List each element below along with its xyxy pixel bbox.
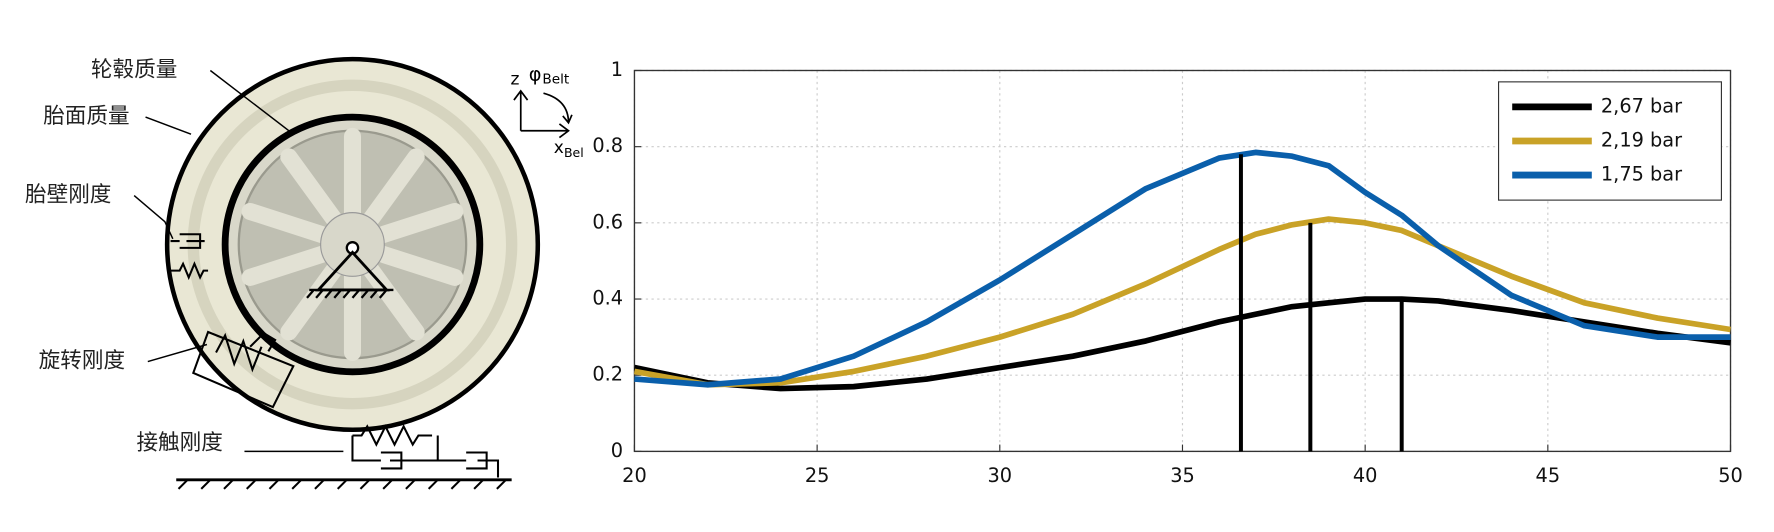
x-tick-label: 30 xyxy=(988,464,1013,487)
legend-label: 1,75 bar xyxy=(1601,163,1682,186)
contact-stiffness-label: 接触刚度 xyxy=(136,430,222,455)
legend-label: 2,19 bar xyxy=(1601,128,1682,151)
hub-mass-label: 轮毂质量 xyxy=(91,57,177,82)
leader-lines xyxy=(133,69,344,453)
legend: 2,67 bar 2,19 bar 1,75 bar xyxy=(1497,81,1722,201)
x-axis-label: x xyxy=(554,138,564,158)
figure-content: 轮毂质量 胎面质量 胎壁刚度 旋转刚度 接触刚度 z φ Belt x Bel … xyxy=(25,56,1743,490)
phi-label: φ xyxy=(529,63,542,86)
springs xyxy=(170,233,512,490)
plot-frame xyxy=(633,69,1732,453)
coordinate-axes xyxy=(513,89,573,139)
x-tick-label: 50 xyxy=(1718,464,1743,487)
sidewall-stiffness-label: 胎壁刚度 xyxy=(25,183,111,208)
rotational-stiffness-label: 旋转刚度 xyxy=(39,349,125,374)
y-tick-label: 0 xyxy=(611,439,623,462)
x-tick-label: 25 xyxy=(805,464,830,487)
phi-subscript: Belt xyxy=(542,72,570,88)
tread-mass-label: 胎面质量 xyxy=(43,104,129,129)
x-tick-label: 45 xyxy=(1536,464,1561,487)
y-tick-label: 0.8 xyxy=(592,134,623,157)
support-hatch xyxy=(306,288,394,299)
tread-shade xyxy=(187,79,518,410)
y-tick-label: 1 xyxy=(611,58,623,81)
y-tick-label: 0.2 xyxy=(592,363,623,386)
x-tick-label: 40 xyxy=(1353,464,1378,487)
x-tick-label: 20 xyxy=(622,464,647,487)
series-line xyxy=(634,149,1731,388)
legend-label: 2,67 bar xyxy=(1601,94,1682,117)
y-tick-label: 0.4 xyxy=(592,287,623,310)
tire-diagram: 轮毂质量 胎面质量 胎壁刚度 旋转刚度 接触刚度 z φ Belt x Bel xyxy=(25,56,584,490)
z-axis-label: z xyxy=(511,70,520,90)
series-line xyxy=(633,216,1731,388)
x-tick-label: 35 xyxy=(1170,464,1195,487)
series-line xyxy=(633,296,1731,392)
y-tick-label: 0.6 xyxy=(592,210,623,233)
chart: 20 25 30 35 40 45 50 0 0.2 0.4 0.6 0.8 1 2,67 bar 2,19… xyxy=(592,58,1742,487)
x-subscript: Bel xyxy=(564,145,584,160)
